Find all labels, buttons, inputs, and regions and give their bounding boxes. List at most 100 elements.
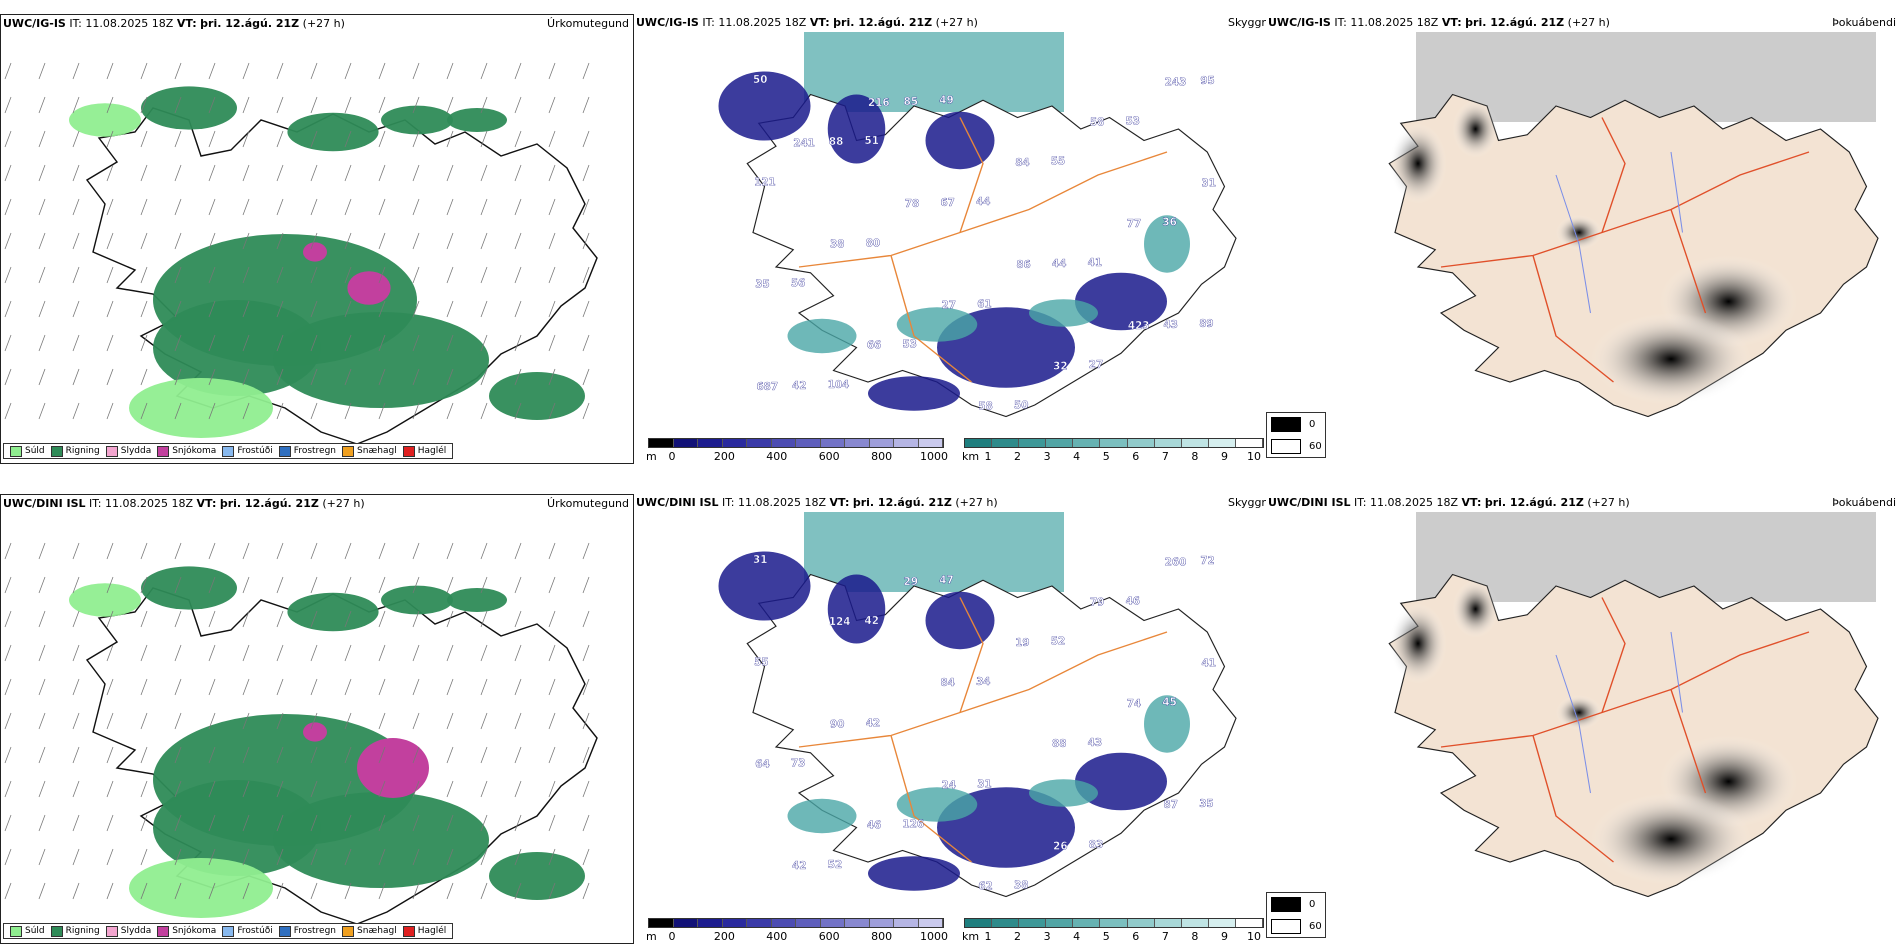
colorbar-tick-label: 9 [1220,930,1228,943]
wind-barb [72,130,80,148]
vt-value: þri. 12.ágú. 21Z [200,17,300,30]
wind-barb [242,402,250,420]
vt-label: VT: [809,16,830,29]
wind-barb [310,610,318,628]
visibility-value-label: 95 [1200,75,1214,87]
legend-item-1: Rigning [50,925,100,937]
visibility-value-label: 35 [1199,798,1213,810]
wind-barb [140,164,148,182]
wind-barb [582,678,590,696]
wind-barb [140,678,148,696]
wind-barb [446,402,454,420]
wind-barb [514,746,522,764]
wind-barb [446,96,454,114]
legend-item-4: Frostúði [222,445,273,457]
fog-area [1556,695,1602,730]
colorbar-cell [698,919,723,927]
visibility-value-label: 260 [1165,556,1187,568]
wind-barb [4,780,12,798]
wind-barb [174,130,182,148]
fog-legend-label: 60 [1309,921,1322,932]
wind-barb [174,678,182,696]
visibility-value-label: 43 [1164,319,1178,331]
wind-barb [38,300,46,318]
colorbar-cell [649,919,674,927]
wind-barb [514,300,522,318]
legend-swatch [10,445,22,457]
visibility-value-label: 31 [977,778,991,790]
legend-item-6: Snæhagl [342,445,397,457]
wind-barb [208,746,216,764]
colorbar-tick-label: 800 [871,930,893,943]
wind-barb [106,644,114,662]
wind-barb [38,164,46,182]
wind-barb [446,848,454,866]
wind-barb [276,678,284,696]
wind-barb [38,678,46,696]
model-name: UWC/DINI ISL [1268,496,1351,509]
fog-title: Þokuábendi [1832,496,1896,509]
wind-barb [208,198,216,216]
visibility-value-label: 78 [905,198,919,210]
fog-legend-swatch [1271,417,1301,432]
wind-barb [514,96,522,114]
wind-barb [310,334,318,352]
wind-barb [514,712,522,730]
wind-barb [480,542,488,560]
low-ceiling-area [718,71,811,141]
wind-barb [276,198,284,216]
colorbar-tick-label: 9 [1220,450,1228,463]
wind-barb [582,232,590,250]
wind-barb [106,130,114,148]
wind-barb [480,96,488,114]
colorbar-cell [1100,919,1128,927]
wind-barb [514,610,522,628]
colorbar-tick-label: 5 [1102,930,1110,943]
wind-barb [582,814,590,832]
legend-label: Súld [25,926,45,936]
wind-barb [310,368,318,386]
visibility-value-label: 38 [830,238,844,250]
wind-barb [514,678,522,696]
colorbar-cell [1046,919,1074,927]
wind-barb [242,576,250,594]
legend-label: Haglél [417,926,447,936]
legend-label: Haglél [417,446,447,456]
visibility-value-label: 243 [1165,76,1187,88]
wind-barb [378,368,386,386]
colorbar-cell [965,439,993,447]
visibility-value-label: 32 [1053,360,1067,372]
wind-barb [140,746,148,764]
wind-barb [514,198,522,216]
legend-swatch [278,445,291,457]
visibility-value-label: 88 [829,136,843,148]
wind-barb [412,542,420,560]
visibility-value-label: 67 [940,197,954,209]
wind-barb [480,814,488,832]
visibility-value-label: 50 [753,74,767,86]
colorbar-tick-label: 400 [766,450,788,463]
visibility-colorbar: 1 2 3 4 5 6 7 8 9 10 km [962,438,1264,464]
wind-barb [480,198,488,216]
wind-barb [514,232,522,250]
visibility-value-label: 86 [1016,259,1030,271]
wind-barb [72,232,80,250]
wind-barb [378,848,386,866]
wind-barb [378,96,386,114]
wind-barb [480,780,488,798]
wind-barb [140,848,148,866]
wind-barb [140,368,148,386]
visibility-value-label: 44 [1052,258,1066,270]
visibility-value-label: 88 [1052,738,1066,750]
wind-barb [208,266,216,284]
wind-barb [480,678,488,696]
visibility-value-label: 73 [791,758,805,770]
wind-barb [208,334,216,352]
vt-value: þri. 12.ágú. 21Z [852,496,952,509]
visibility-value-label: 29 [904,576,918,588]
it-label: IT: [722,496,735,509]
low-ceiling-area [1075,752,1167,811]
low-ceiling-area [868,856,960,891]
colorbar-cell [965,919,993,927]
wind-barb [378,266,386,284]
